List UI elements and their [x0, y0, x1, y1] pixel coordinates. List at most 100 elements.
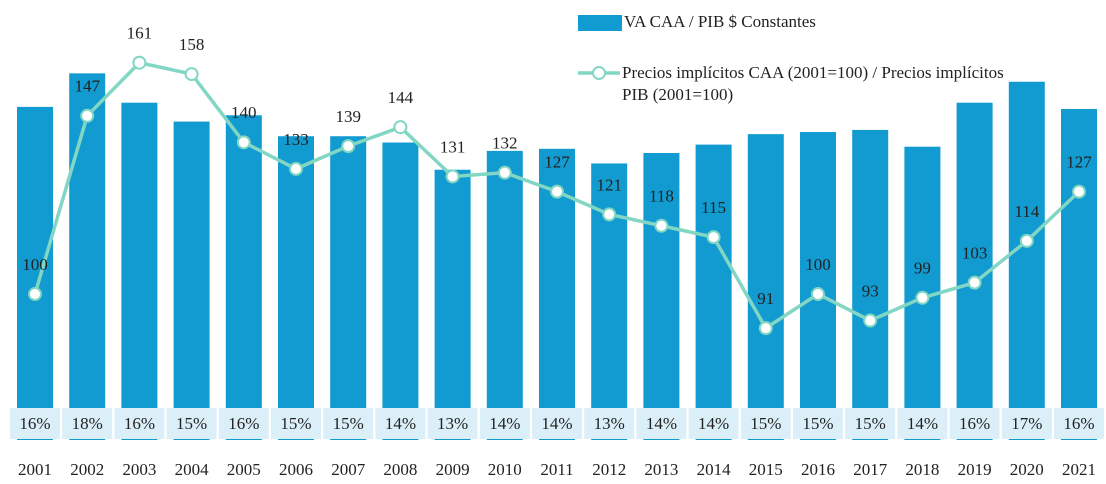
value-label-box	[636, 408, 687, 439]
line-marker	[236, 135, 251, 150]
x-tick-label: 2014	[697, 460, 732, 479]
bar	[747, 134, 784, 440]
bar	[382, 142, 419, 440]
data-label: 140	[231, 103, 257, 122]
line-marker	[341, 139, 356, 154]
line-marker	[28, 287, 42, 302]
data-label: 147	[74, 77, 100, 96]
line-marker	[445, 169, 460, 184]
bar	[852, 129, 889, 440]
x-tick-label: 2005	[227, 460, 261, 479]
line-marker	[811, 287, 825, 302]
value-label: 16%	[1063, 414, 1094, 433]
value-label: 13%	[437, 414, 468, 433]
line-marker	[550, 184, 564, 199]
x-tick-label: 2018	[905, 460, 939, 479]
value-label: 18%	[72, 414, 103, 433]
data-label: 115	[701, 198, 726, 217]
value-label-box	[1001, 408, 1052, 439]
x-tick-label: 2006	[279, 460, 313, 479]
value-label: 14%	[541, 414, 572, 433]
data-label: 139	[335, 107, 361, 126]
value-label-box	[532, 408, 582, 439]
bar	[643, 152, 680, 441]
value-label-box	[218, 408, 269, 439]
data-label: 133	[283, 130, 309, 149]
value-label: 14%	[907, 414, 938, 433]
line-marker	[132, 55, 147, 70]
value-label-box	[479, 408, 530, 439]
data-label: 161	[127, 24, 153, 43]
value-label: 15%	[802, 414, 833, 433]
x-tick-label: 2020	[1010, 460, 1044, 479]
data-label: 103	[962, 244, 988, 263]
value-label-box	[375, 408, 426, 439]
legend-marker	[592, 66, 606, 80]
value-label-box	[10, 408, 60, 439]
value-label-box	[688, 408, 739, 439]
line-marker	[80, 108, 95, 123]
value-label-box	[845, 408, 896, 439]
value-label-box	[166, 408, 217, 439]
value-label: 14%	[646, 414, 677, 433]
x-tick-label: 2015	[749, 460, 783, 479]
value-label: 16%	[19, 414, 50, 433]
value-label: 16%	[124, 414, 155, 433]
x-tick-label: 2010	[488, 460, 522, 479]
line-marker	[184, 67, 199, 82]
value-label: 15%	[176, 414, 207, 433]
value-label: 15%	[750, 414, 781, 433]
value-label-box	[271, 408, 321, 439]
bar	[69, 73, 106, 440]
x-tick-label: 2007	[331, 460, 366, 479]
line-marker	[654, 218, 669, 233]
value-label-box	[793, 408, 843, 439]
value-label-box	[427, 408, 478, 439]
x-tick-label: 2001	[18, 460, 52, 479]
value-label-box	[949, 408, 1000, 439]
legend-swatch	[578, 15, 622, 31]
line-marker	[915, 290, 930, 305]
x-tick-label: 2004	[175, 460, 210, 479]
bar	[1008, 81, 1045, 440]
x-tick-label: 2002	[70, 460, 104, 479]
value-label: 17%	[1011, 414, 1042, 433]
line-marker	[602, 207, 617, 222]
bar	[434, 169, 471, 440]
value-label: 16%	[959, 414, 990, 433]
value-label-box	[584, 408, 635, 439]
x-tick-label: 2021	[1062, 460, 1096, 479]
value-label: 13%	[594, 414, 625, 433]
line-marker	[393, 120, 408, 135]
data-label: 158	[179, 35, 205, 54]
bar	[486, 150, 523, 440]
line-marker	[497, 165, 512, 180]
x-tick-label: 2019	[958, 460, 992, 479]
data-label: 100	[22, 255, 48, 274]
x-tick-label: 2013	[644, 460, 678, 479]
value-label-box	[114, 408, 165, 439]
data-label: 132	[492, 134, 518, 153]
line-marker	[758, 321, 773, 336]
value-label-box	[1054, 408, 1104, 439]
data-label: 99	[914, 259, 931, 278]
line-marker	[1019, 233, 1034, 248]
x-tick-label: 2017	[853, 460, 888, 479]
data-label: 131	[440, 137, 466, 156]
data-label: 144	[388, 88, 414, 107]
value-label-box	[897, 408, 948, 439]
value-label: 14%	[489, 414, 520, 433]
line-marker	[1072, 184, 1086, 199]
legend-label: VA CAA / PIB $ Constantes	[624, 12, 816, 31]
value-label-box	[740, 408, 791, 439]
data-label: 127	[1066, 153, 1092, 172]
data-label: 91	[757, 289, 774, 308]
data-label: 121	[596, 175, 622, 194]
value-label-box	[323, 408, 374, 439]
value-label-box	[62, 408, 113, 439]
line-marker	[289, 161, 303, 176]
value-label: 14%	[698, 414, 729, 433]
line-marker	[863, 313, 878, 328]
